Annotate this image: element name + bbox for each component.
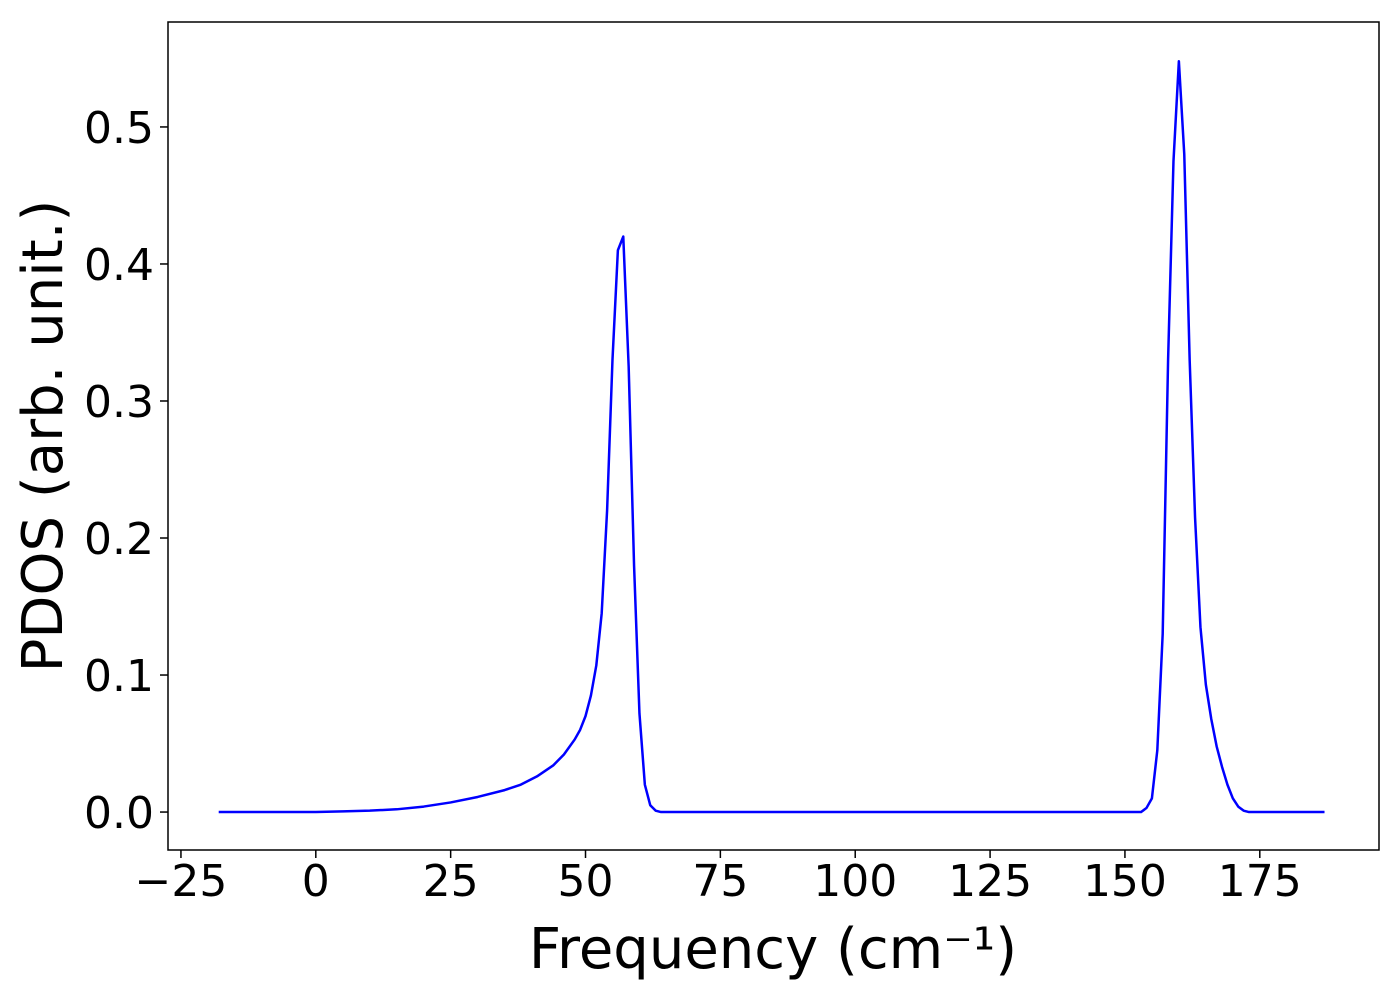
y-tick-label: 0.5 [84, 103, 154, 154]
x-tick-label: 0 [302, 856, 330, 907]
x-tick-label: 100 [813, 856, 897, 907]
x-tick-label: 175 [1218, 856, 1302, 907]
x-tick-label: −25 [135, 856, 228, 907]
y-tick-label: 0.4 [84, 240, 154, 291]
y-tick-label: 0.3 [84, 377, 154, 428]
y-tick-label: 0.2 [84, 514, 154, 565]
x-tick-label: 75 [692, 856, 748, 907]
plot-frame [167, 21, 1380, 851]
x-tick-label: 25 [423, 856, 479, 907]
y-tick-label: 0.1 [84, 651, 154, 702]
x-tick-label: 125 [948, 856, 1032, 907]
x-tick-label: 50 [558, 856, 614, 907]
data-line [218, 59, 1325, 814]
x-tick-label: 150 [1083, 856, 1167, 907]
x-axis-label: Frequency (cm⁻¹) [529, 917, 1017, 982]
y-axis-label: PDOS (arb. unit.) [11, 200, 76, 673]
y-tick-label: 0.0 [84, 788, 154, 839]
